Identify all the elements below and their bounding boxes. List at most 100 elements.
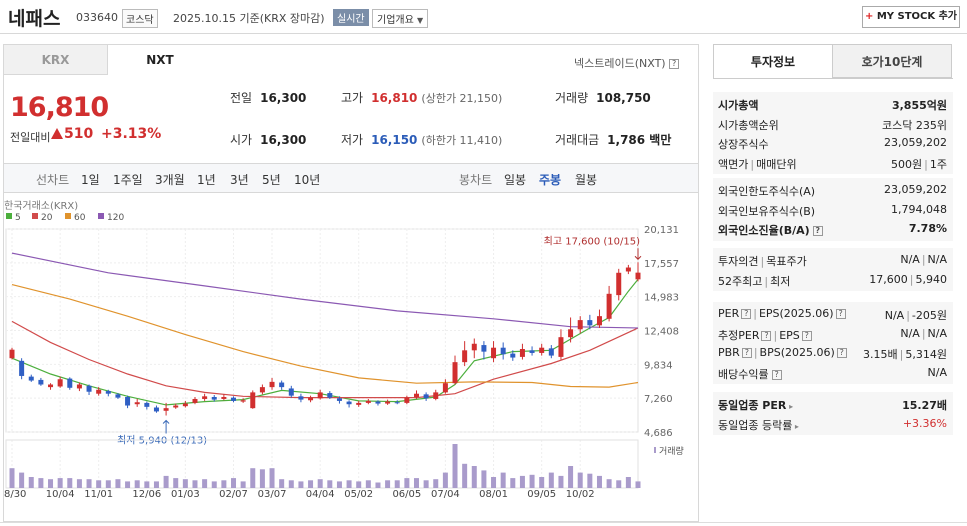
help-icon[interactable]: ?: [812, 226, 823, 237]
moving-average-20: [11, 320, 639, 399]
candle: [519, 349, 525, 357]
candle: [38, 379, 44, 385]
realtime-button[interactable]: 실시간: [333, 9, 369, 26]
quote-open: 시가 16,300: [230, 131, 306, 148]
volume-bar: [250, 468, 256, 488]
period-1d[interactable]: 1일: [81, 173, 100, 187]
candle: [231, 397, 237, 401]
info-key-text: 매매단위: [756, 157, 797, 171]
volume-bar: [452, 444, 458, 488]
candle: [115, 394, 121, 398]
candle: [413, 393, 419, 397]
volume-bar: [240, 481, 246, 488]
candle: [269, 381, 275, 388]
volume-bar: [134, 480, 140, 488]
help-icon[interactable]: ?: [669, 59, 680, 69]
info-key: 외국인한도주식수(A): [718, 183, 815, 199]
info-value-text: 3.15배: [863, 348, 898, 362]
candle: [491, 347, 497, 359]
volume-bar: [327, 480, 333, 488]
info-value-text: -205원: [911, 309, 947, 322]
candle: [298, 396, 304, 400]
my-stock-add-button[interactable]: + MY STOCK 추가: [862, 6, 960, 28]
x-tick-label: 07/04: [431, 489, 460, 500]
volume-bar: [308, 480, 314, 488]
price-chart[interactable]: 20,131 17,557 14,983 12,408 9,834 7,260 4,686 0…: [0, 195, 698, 521]
line-chart-label: 선차트: [36, 173, 70, 187]
y-tick-label: 20,131: [644, 225, 679, 236]
legend-swatch: [6, 213, 12, 219]
period-10y[interactable]: 10년: [294, 173, 321, 187]
volume-bar: [182, 479, 188, 488]
x-tick-label: 08/30: [4, 489, 26, 500]
help-icon[interactable]: ?: [771, 369, 782, 380]
low-annotation: 최저 5,940 (12/13): [117, 435, 207, 447]
tab-krx[interactable]: KRX: [4, 45, 108, 75]
info-key-text: 최저: [770, 274, 791, 288]
volume-bar: [125, 481, 131, 488]
volume-bar: [481, 470, 487, 488]
info-key: PBR? | BPS(2025.06)?: [718, 346, 847, 359]
quote-open-value: 16,300: [260, 133, 307, 147]
nxt-note: 넥스트레이드(NXT) ?: [574, 55, 680, 71]
volume-bar: [587, 473, 593, 488]
volume-bar: [423, 480, 429, 488]
quote-amount: 거래대금 1,786 백만: [555, 131, 671, 148]
candle: [28, 376, 34, 381]
period-1w[interactable]: 1주일: [113, 173, 143, 187]
volume-bar: [606, 479, 612, 488]
candle-monthly[interactable]: 월봉: [575, 173, 598, 187]
quote-volume-value: 108,750: [596, 91, 651, 105]
info-key-text: 외국인보유주식수(B): [718, 204, 816, 218]
period-1y[interactable]: 1년: [197, 173, 216, 187]
info-row: 동일업종 PER ▸ 15.27배: [713, 394, 953, 414]
info-key: 동일업종 등락률 ▸: [718, 417, 799, 433]
info-key: 동일업종 PER ▸: [718, 397, 793, 413]
tab-orderbook[interactable]: 호가10단계: [832, 44, 952, 78]
x-tick-label: 12/06: [132, 489, 161, 500]
change-value: 510: [51, 126, 93, 142]
candle-daily[interactable]: 일봉: [504, 173, 527, 187]
period-3y[interactable]: 3년: [230, 173, 249, 187]
period-3m[interactable]: 3개월: [155, 173, 185, 187]
info-value: 7.78%: [908, 222, 947, 236]
candle: [250, 392, 256, 409]
candle: [192, 398, 198, 403]
change-percent-text: +3.13%: [101, 126, 162, 142]
volume-bar: [385, 480, 391, 488]
candle: [635, 272, 641, 280]
tab-nxt[interactable]: NXT: [108, 45, 212, 75]
quote-high-value: 16,810: [371, 91, 418, 105]
separator: |: [764, 274, 769, 288]
current-price: 16,810: [10, 92, 109, 123]
help-icon: ?: [761, 330, 772, 341]
legend-label: 5: [15, 213, 21, 223]
info-key: 배당수익률?: [718, 366, 782, 382]
volume-bar: [471, 466, 477, 488]
x-tick-label: 01/03: [171, 489, 200, 500]
tab-invest-info[interactable]: 투자정보: [713, 44, 833, 78]
info-key-text: PBR: [718, 346, 740, 360]
volume-bar: [279, 479, 285, 488]
info-key: 상장주식수: [718, 136, 769, 152]
stock-header: 네패스 033640 코스닥 2025.10.15 기준(KRX 장마감) 실시…: [0, 0, 967, 34]
candle: [462, 350, 468, 363]
candle: [173, 405, 179, 408]
info-value-text: N/A: [884, 309, 905, 322]
help-icon: ?: [835, 309, 846, 319]
volume-bar: [144, 481, 150, 488]
separator: |: [750, 157, 755, 171]
period-5y[interactable]: 5년: [262, 173, 281, 187]
volume-bar: [317, 479, 323, 488]
candle: [616, 272, 622, 296]
candle-weekly[interactable]: 주봉: [539, 173, 562, 187]
volume-bar: [356, 481, 362, 488]
candle: [577, 320, 583, 330]
volume-bar: [211, 481, 217, 488]
info-value: 1,794,048: [891, 202, 947, 216]
volume-bar: [413, 478, 419, 488]
volume-bar: [96, 480, 102, 488]
company-info-dropdown[interactable]: 기업개요 ▼: [372, 9, 429, 28]
candle: [308, 397, 314, 401]
candle: [125, 396, 131, 406]
